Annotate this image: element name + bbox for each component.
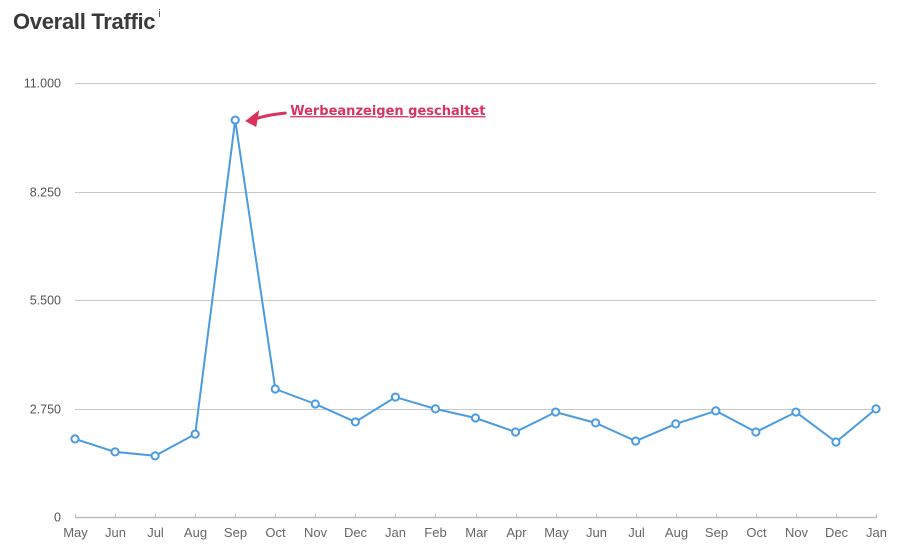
- data-point-marker[interactable]: [230, 115, 240, 125]
- data-point-marker[interactable]: [70, 434, 80, 444]
- y-tick-label: 8.250: [30, 186, 61, 200]
- x-tick-label: Dec: [344, 525, 368, 540]
- x-tick-label: Sep: [224, 525, 247, 540]
- chart-title: Overall Traffic i: [13, 7, 161, 35]
- x-tick-label: Jun: [105, 525, 126, 540]
- data-point-marker[interactable]: [551, 407, 561, 417]
- data-point-marker[interactable]: [591, 418, 601, 428]
- x-tick-label: Aug: [665, 525, 688, 540]
- x-tick-label: Nov: [785, 525, 809, 540]
- x-tick-label: Mar: [465, 525, 488, 540]
- x-tick-label: Nov: [304, 525, 328, 540]
- x-tick-label: Dec: [825, 525, 849, 540]
- x-tick-label: Oct: [265, 525, 286, 540]
- data-point-marker[interactable]: [751, 427, 761, 437]
- x-tick-label: Aug: [184, 525, 207, 540]
- data-point-marker[interactable]: [110, 447, 120, 457]
- data-point-marker[interactable]: [631, 436, 641, 446]
- data-point-marker[interactable]: [350, 417, 360, 427]
- info-icon[interactable]: i: [158, 7, 161, 20]
- y-tick-label: 11.000: [24, 77, 61, 91]
- data-point-marker[interactable]: [310, 399, 320, 409]
- x-tick-label: Jul: [628, 525, 645, 540]
- y-grid: [75, 83, 876, 410]
- data-point-marker[interactable]: [791, 407, 801, 417]
- x-tick-label: Jan: [385, 525, 406, 540]
- x-tick-label: Sep: [705, 525, 728, 540]
- x-tick-label: May: [544, 525, 569, 540]
- y-tick-label: 0: [54, 511, 61, 525]
- annotation-arrow-icon: [253, 111, 287, 121]
- annotation-label: Werbeanzeigen geschaltet: [290, 104, 485, 119]
- annotation: Werbeanzeigen geschaltet: [245, 104, 485, 128]
- data-point-marker[interactable]: [510, 427, 521, 437]
- x-tick-label: Apr: [506, 525, 527, 540]
- chart-title-text: Overall Traffic: [13, 9, 156, 34]
- x-tick-label: Jan: [866, 525, 887, 540]
- x-axis: May Jun Jul Aug Sep Oct Nov Dec Jan Feb Mar Apr May J…: [63, 514, 887, 540]
- x-tick-label: May: [63, 525, 88, 540]
- x-tick-label: Oct: [746, 525, 767, 540]
- data-point-marker[interactable]: [831, 437, 841, 447]
- data-point-marker[interactable]: [430, 404, 441, 414]
- data-point-marker[interactable]: [871, 404, 881, 414]
- data-point-marker[interactable]: [470, 413, 481, 423]
- series-traffic: [70, 115, 881, 461]
- data-point-marker[interactable]: [190, 429, 200, 439]
- traffic-line: [74, 119, 877, 457]
- y-tick-label: 2.750: [30, 403, 61, 417]
- x-tick-label: Jul: [147, 525, 164, 540]
- data-point-marker[interactable]: [150, 451, 160, 461]
- y-tick-label: 5.500: [30, 294, 61, 308]
- x-tick-label: Feb: [424, 525, 446, 540]
- y-axis: 0 2.750 5.500 8.250 11.000: [24, 77, 61, 525]
- data-point-marker[interactable]: [711, 406, 721, 416]
- x-tick-label: Jun: [586, 525, 607, 540]
- data-point-marker[interactable]: [390, 392, 400, 402]
- data-point-marker[interactable]: [671, 419, 681, 429]
- data-point-marker[interactable]: [270, 384, 280, 394]
- arrowhead-icon: [245, 110, 260, 128]
